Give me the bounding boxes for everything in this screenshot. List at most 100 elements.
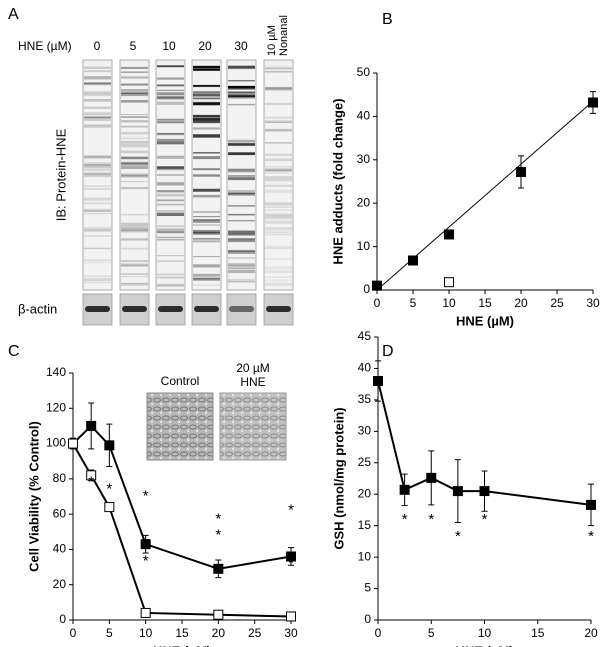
- y-axis-label: GSH (nmol/mg protein): [331, 407, 346, 549]
- x-tick-label: 30: [586, 296, 600, 310]
- blot-ylabel: IB: Protein-HNE: [53, 128, 68, 221]
- blot-band: [121, 100, 148, 103]
- blot-band: [193, 85, 220, 87]
- significance-mark: *: [588, 528, 594, 545]
- blot-band: [193, 97, 220, 100]
- blot-band: [265, 279, 292, 281]
- x-tick-label: 5: [410, 296, 417, 310]
- blot-band: [157, 273, 184, 276]
- loading-label: β-actin: [18, 301, 57, 316]
- blot-band: [265, 233, 292, 236]
- blot-band: [121, 264, 148, 267]
- blot-band: [121, 88, 148, 92]
- blot-band: [157, 133, 184, 135]
- blot-band: [84, 281, 111, 284]
- blot-band: [157, 236, 184, 239]
- blot-band: [84, 185, 111, 187]
- blot-band: [84, 106, 111, 109]
- y-tick-label: 35: [358, 392, 372, 406]
- significance-mark: *: [88, 473, 94, 490]
- blot-band: [193, 194, 220, 198]
- blot-band: [228, 232, 255, 235]
- blot-band: [193, 156, 220, 160]
- blot-band: [121, 125, 148, 128]
- blot-band: [265, 168, 292, 172]
- blot-band: [265, 168, 292, 172]
- blot-band: [228, 240, 255, 243]
- blot-band: [84, 235, 111, 237]
- blot-band: [84, 155, 111, 159]
- blot-band: [193, 232, 220, 235]
- blot-band: [265, 177, 292, 182]
- blot-band: [228, 257, 255, 259]
- data-point: [588, 97, 598, 108]
- x-tick-label: 5: [106, 626, 113, 640]
- blot-band: [121, 224, 148, 228]
- blot-band: [121, 120, 148, 123]
- blot-band: [121, 222, 148, 225]
- blot-band: [228, 281, 255, 283]
- y-tick-label: 45: [358, 329, 372, 343]
- blot-lane: [226, 59, 257, 291]
- blot-band: [121, 228, 148, 231]
- blot-band: [157, 193, 184, 197]
- blot-band: [157, 260, 184, 263]
- blot-band: [228, 269, 255, 274]
- blot-band: [228, 152, 255, 156]
- blot-band: [84, 174, 111, 178]
- blot-band: [265, 246, 292, 250]
- blot-band: [193, 189, 220, 192]
- blot-band: [121, 213, 148, 216]
- blot-band: [265, 172, 292, 174]
- y-tick-label: 140: [46, 365, 66, 379]
- lane-label: Nonanal: [278, 15, 290, 56]
- data-point: [586, 499, 596, 510]
- panel-letter: B: [382, 11, 393, 28]
- x-tick-label: 15: [531, 626, 545, 640]
- data-point: [286, 551, 296, 562]
- blot-band: [121, 173, 148, 176]
- blot-band: [84, 259, 111, 262]
- blot-band: [228, 249, 255, 252]
- blot-band: [157, 199, 184, 201]
- x-tick-label: 5: [428, 626, 435, 640]
- x-tick-label: 10: [139, 626, 153, 640]
- data-point: [452, 486, 463, 497]
- y-tick-label: 20: [53, 577, 67, 591]
- blot-band: [157, 200, 184, 202]
- blot-band: [121, 227, 148, 231]
- blot-band: [265, 141, 292, 144]
- inset-label: Control: [161, 374, 200, 388]
- x-tick-label: 20: [514, 296, 528, 310]
- data-point: [444, 277, 454, 288]
- blot-band: [121, 181, 148, 183]
- blot-band: [157, 212, 184, 216]
- data-point: [213, 563, 224, 574]
- significance-mark: *: [482, 511, 488, 528]
- x-tick-label: 15: [478, 296, 492, 310]
- lane-label: 20: [198, 39, 212, 53]
- blot-band: [84, 82, 111, 86]
- blot-band: [121, 156, 148, 160]
- y-tick-label: 10: [357, 239, 371, 253]
- blot-band: [265, 276, 292, 278]
- blot-band: [193, 114, 220, 118]
- significance-mark: *: [455, 528, 461, 545]
- blot-band: [157, 276, 184, 279]
- blot-band: [265, 66, 292, 70]
- blot-band: [157, 255, 184, 257]
- blot-band: [157, 283, 184, 287]
- blot-band: [157, 96, 184, 99]
- significance-mark: *: [402, 511, 408, 528]
- blot-band: [84, 227, 111, 231]
- blot-band: [84, 115, 111, 119]
- lane-label: 10: [162, 39, 176, 53]
- blot-band: [121, 83, 148, 86]
- data-point: [286, 611, 296, 622]
- blot-lane: [155, 59, 186, 291]
- blot-band: [193, 119, 220, 124]
- blot-band: [265, 214, 292, 218]
- y-tick-label: 40: [53, 542, 67, 556]
- x-tick-label: 0: [375, 626, 382, 640]
- blot-band: [265, 158, 292, 162]
